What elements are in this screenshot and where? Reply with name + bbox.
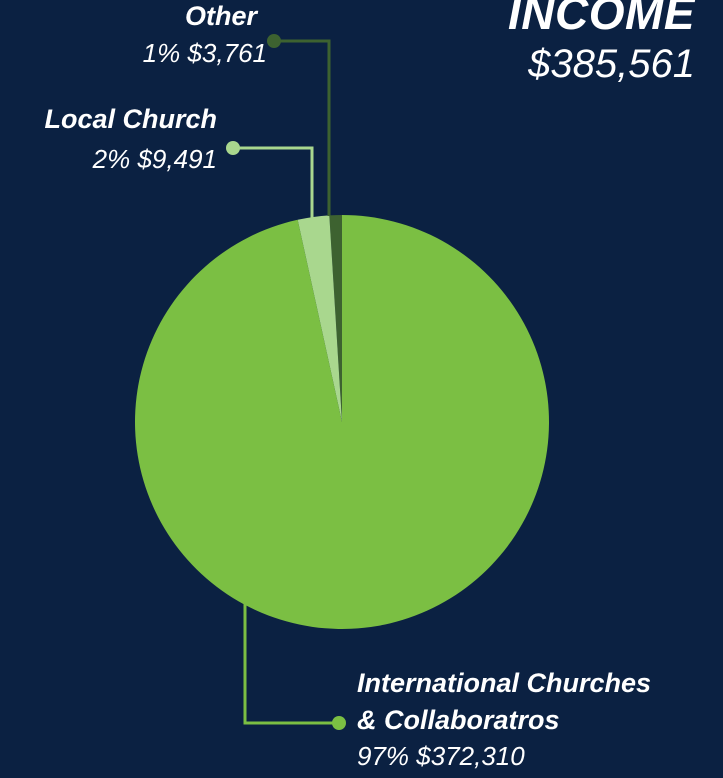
- leader-dot-international: [332, 716, 346, 730]
- label-local-church-name: Local Church: [44, 104, 217, 134]
- pie-slices: [135, 215, 550, 629]
- chart-total: $385,561: [528, 42, 695, 86]
- label-international-amount: $372,310: [416, 741, 525, 771]
- label-local-church-amount: $9,491: [137, 144, 217, 174]
- label-international-name-line2: & Collaboratros: [357, 705, 560, 735]
- leader-line-other: [274, 39, 331, 216]
- pie-slice-other: [329, 215, 342, 422]
- label-international-name-line1: International Churches: [357, 668, 652, 698]
- label-local-church-percent: 2%: [92, 144, 131, 174]
- label-other-value: 1% $3,761: [143, 38, 267, 69]
- label-other-percent: 1%: [142, 38, 181, 68]
- leader-dot-other: [267, 34, 281, 48]
- label-local-church-value: 2% $9,491: [93, 144, 217, 175]
- pie-slice-local-church: [297, 215, 342, 422]
- leader-dot-local-church: [226, 141, 240, 155]
- pie-slice-international: [135, 215, 550, 629]
- leader-line-local-church: [233, 146, 314, 220]
- leader-line-international: [243, 600, 339, 725]
- chart-title: INCOME: [508, 0, 695, 39]
- label-other-amount: $3,761: [187, 38, 267, 68]
- label-international-percent: 97%: [357, 741, 410, 771]
- label-international-value: 97% $372,310: [357, 741, 525, 772]
- label-other-name: Other: [184, 1, 257, 31]
